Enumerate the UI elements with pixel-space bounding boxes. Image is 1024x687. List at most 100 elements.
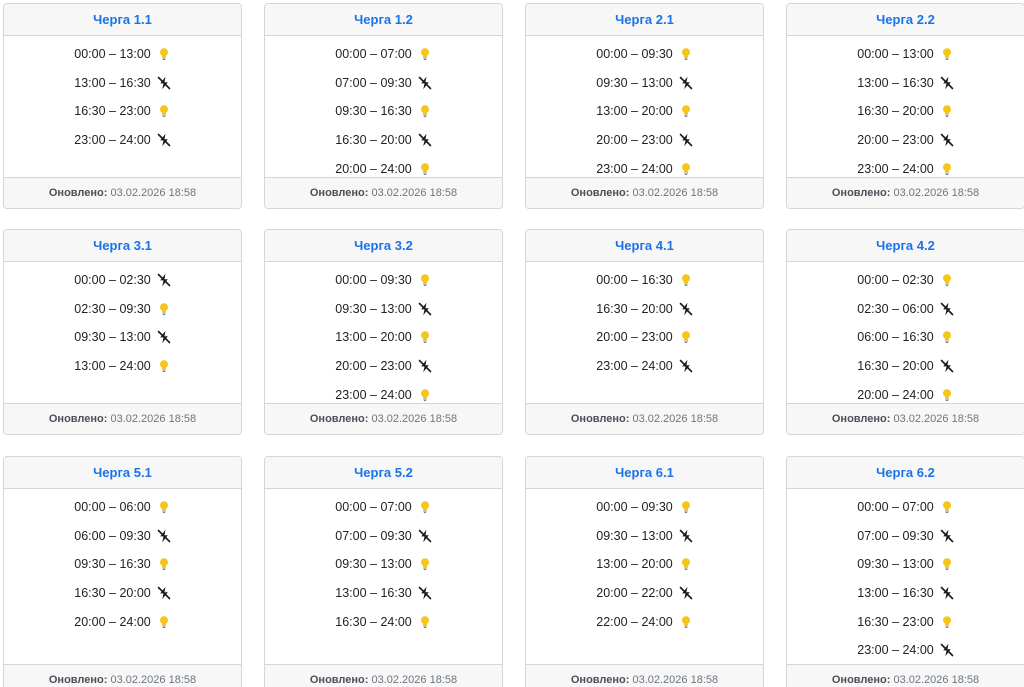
queue-title: Черга 5.1	[4, 457, 241, 489]
lightbulb-icon	[679, 47, 693, 61]
queue-title: Черга 6.2	[787, 457, 1024, 489]
slot-time: 09:30 – 13:00	[857, 557, 934, 572]
schedule-slot: 20:00 – 22:00	[526, 579, 763, 608]
queue-card: Черга 6.1 00:00 – 09:30 09:30 – 13:00 13:00…	[525, 456, 764, 687]
updated-timestamp: 03.02.2026 18:58	[893, 187, 980, 199]
lightbulb-icon	[418, 162, 432, 176]
schedule-slot: 23:00 – 24:00	[787, 636, 1024, 665]
schedule-list: 00:00 – 16:30 16:30 – 20:00 20:00 – 23:00 2…	[526, 262, 763, 380]
queue-title: Черга 4.1	[526, 230, 763, 262]
queue-title: Черга 1.2	[265, 4, 502, 36]
slot-time: 23:00 – 24:00	[596, 359, 673, 374]
updated-footer: Оновлено: 03.02.2026 18:58	[526, 664, 763, 687]
slot-time: 00:00 – 13:00	[74, 47, 151, 62]
updated-label: Оновлено:	[831, 413, 891, 425]
no-power-icon	[679, 586, 693, 600]
queue-card: Черга 4.1 00:00 – 16:30 16:30 – 20:00 20:00…	[525, 229, 764, 435]
schedule-list: 00:00 – 09:30 09:30 – 13:00 13:00 – 20:00 2…	[526, 36, 763, 183]
updated-footer: Оновлено: 03.02.2026 18:58	[265, 403, 502, 434]
slot-time: 00:00 – 06:00	[74, 500, 151, 515]
lightbulb-icon	[418, 104, 432, 118]
slot-time: 13:00 – 24:00	[74, 359, 151, 374]
lightbulb-icon	[940, 500, 954, 514]
updated-label: Оновлено:	[309, 187, 369, 199]
updated-footer: Оновлено: 03.02.2026 18:58	[4, 177, 241, 208]
queue-card: Черга 2.1 00:00 – 09:30 09:30 – 13:00 13:00…	[525, 3, 764, 209]
lightbulb-icon	[679, 162, 693, 176]
lightbulb-icon	[679, 273, 693, 287]
queue-card: Черга 5.1 00:00 – 06:00 06:00 – 09:30 09:30…	[3, 456, 242, 687]
lightbulb-icon	[418, 273, 432, 287]
schedule-slot: 09:30 – 13:00	[526, 69, 763, 98]
lightbulb-icon	[679, 330, 693, 344]
schedule-slot: 09:30 – 16:30	[4, 550, 241, 579]
updated-timestamp: 03.02.2026 18:58	[893, 413, 980, 425]
lightbulb-icon	[157, 104, 171, 118]
slot-time: 13:00 – 20:00	[335, 330, 412, 345]
schedule-slot: 23:00 – 24:00	[265, 380, 502, 409]
schedule-slot: 13:00 – 20:00	[526, 97, 763, 126]
no-power-icon	[940, 302, 954, 316]
schedule-slot: 13:00 – 16:30	[787, 69, 1024, 98]
schedule-slot: 13:00 – 16:30	[787, 579, 1024, 608]
updated-label: Оновлено:	[48, 674, 108, 686]
schedule-slot: 00:00 – 13:00	[787, 40, 1024, 69]
schedule-slot: 07:00 – 09:30	[787, 522, 1024, 551]
lightbulb-icon	[940, 47, 954, 61]
updated-label: Оновлено:	[309, 413, 369, 425]
lightbulb-icon	[418, 557, 432, 571]
slot-time: 00:00 – 16:30	[596, 273, 673, 288]
lightbulb-icon	[940, 615, 954, 629]
slot-time: 09:30 – 13:00	[596, 75, 673, 90]
no-power-icon	[679, 359, 693, 373]
schedule-slot: 23:00 – 24:00	[526, 352, 763, 381]
slot-time: 16:30 – 23:00	[74, 104, 151, 119]
updated-timestamp: 03.02.2026 18:58	[893, 674, 980, 686]
queue-card: Черга 4.2 00:00 – 02:30 02:30 – 06:00 06:00…	[786, 229, 1024, 435]
schedule-slot: 13:00 – 16:30	[265, 579, 502, 608]
queue-title: Черга 2.1	[526, 4, 763, 36]
lightbulb-icon	[940, 104, 954, 118]
schedule-slot: 16:30 – 23:00	[787, 607, 1024, 636]
schedule-list: 00:00 – 07:00 07:00 – 09:30 09:30 – 13:00 1…	[265, 489, 502, 636]
slot-time: 09:30 – 13:00	[335, 301, 412, 316]
schedule-slot: 22:00 – 24:00	[526, 607, 763, 636]
lightbulb-icon	[418, 388, 432, 402]
slot-time: 16:30 – 20:00	[857, 359, 934, 374]
lightbulb-icon	[940, 273, 954, 287]
schedule-slot: 23:00 – 24:00	[787, 154, 1024, 183]
queue-card: Черга 3.1 00:00 – 02:30 02:30 – 09:30 09:30…	[3, 229, 242, 435]
no-power-icon	[418, 133, 432, 147]
slot-time: 00:00 – 02:30	[74, 273, 151, 288]
lightbulb-icon	[679, 500, 693, 514]
no-power-icon	[157, 529, 171, 543]
slot-time: 23:00 – 24:00	[857, 643, 934, 658]
slot-time: 20:00 – 23:00	[857, 133, 934, 148]
slot-time: 07:00 – 09:30	[335, 528, 412, 543]
updated-footer: Оновлено: 03.02.2026 18:58	[526, 403, 763, 434]
updated-label: Оновлено:	[831, 187, 891, 199]
updated-timestamp: 03.02.2026 18:58	[371, 187, 458, 199]
slot-time: 09:30 – 13:00	[74, 330, 151, 345]
no-power-icon	[679, 302, 693, 316]
no-power-icon	[940, 359, 954, 373]
updated-timestamp: 03.02.2026 18:58	[110, 187, 197, 199]
updated-footer: Оновлено: 03.02.2026 18:58	[4, 664, 241, 687]
updated-label: Оновлено:	[570, 187, 630, 199]
schedule-slot: 20:00 – 24:00	[265, 154, 502, 183]
slot-time: 23:00 – 24:00	[596, 161, 673, 176]
schedule-slot: 16:30 – 20:00	[265, 126, 502, 155]
schedule-slot: 00:00 – 07:00	[787, 493, 1024, 522]
slot-time: 13:00 – 20:00	[596, 104, 673, 119]
schedule-slot: 13:00 – 20:00	[526, 550, 763, 579]
no-power-icon	[418, 586, 432, 600]
lightbulb-icon	[940, 388, 954, 402]
no-power-icon	[418, 529, 432, 543]
schedule-slot: 09:30 – 13:00	[4, 323, 241, 352]
schedule-list: 00:00 – 09:30 09:30 – 13:00 13:00 – 20:00 2…	[265, 262, 502, 409]
schedule-slot: 16:30 – 20:00	[4, 579, 241, 608]
queue-title: Черга 4.2	[787, 230, 1024, 262]
queue-card: Черга 1.1 00:00 – 13:00 13:00 – 16:30 16:30…	[3, 3, 242, 209]
lightbulb-icon	[157, 500, 171, 514]
no-power-icon	[418, 302, 432, 316]
